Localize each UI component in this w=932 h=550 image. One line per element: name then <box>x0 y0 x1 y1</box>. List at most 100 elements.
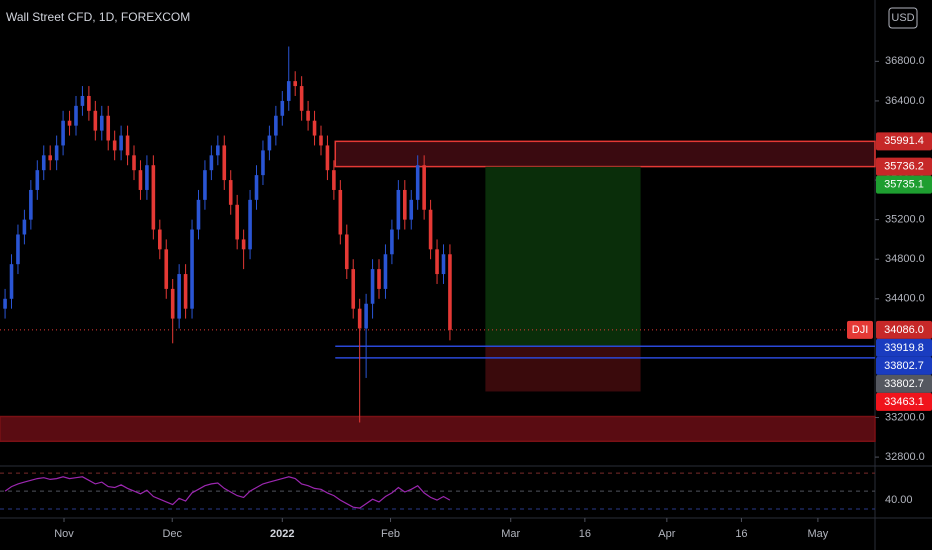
currency[interactable]: USD <box>891 12 914 24</box>
candle-body <box>203 170 207 200</box>
candle-body <box>170 288 175 319</box>
candle-body <box>177 274 181 319</box>
candle-body <box>241 239 246 250</box>
candle-body <box>319 135 323 146</box>
candle-body <box>377 269 381 289</box>
chart-title: Wall Street CFD, 1D, FOREXCOM <box>6 10 190 24</box>
price-label-bg <box>876 175 932 194</box>
candle-body <box>183 274 188 309</box>
candle-body <box>286 81 291 101</box>
candle-body <box>428 209 433 250</box>
rsi-value-label: 40.00 <box>885 494 913 506</box>
candle-body <box>441 254 446 275</box>
candle-body <box>338 189 343 235</box>
candle-body <box>396 189 401 230</box>
y-tick-label: 36800.0 <box>885 55 925 67</box>
candle-body <box>125 135 130 156</box>
x-tick-label: May <box>808 528 829 540</box>
candle-body <box>403 189 407 220</box>
zone <box>334 140 876 168</box>
candle-body <box>132 155 136 171</box>
price-label: 33919.8 <box>884 342 924 354</box>
candle-body <box>67 120 72 126</box>
x-tick-label: 16 <box>735 528 747 540</box>
candle-body <box>248 199 252 250</box>
candle-body <box>435 249 439 275</box>
symbol-tag: DJI <box>852 324 869 336</box>
position-loss <box>485 346 641 392</box>
x-tick-label: Dec <box>162 528 182 540</box>
candle-body <box>106 115 111 141</box>
x-tick-label: 2022 <box>270 528 294 540</box>
candle-body <box>61 120 65 146</box>
candle-body <box>119 135 123 151</box>
price-label-bg <box>876 157 932 176</box>
candle-body <box>29 189 33 220</box>
candle-body <box>448 254 452 330</box>
candle-body <box>93 110 98 131</box>
candle-body <box>254 175 259 200</box>
candle-body <box>35 170 40 190</box>
candle-body <box>306 110 310 121</box>
candle-body <box>422 165 426 210</box>
price-label: 35736.2 <box>884 160 924 172</box>
candle-body <box>112 140 117 151</box>
price-label: 35991.4 <box>884 135 924 147</box>
candle-body <box>209 155 214 171</box>
candle-body <box>364 303 368 329</box>
candle-body <box>158 229 162 250</box>
currency-button[interactable] <box>888 7 918 29</box>
candle-body <box>228 180 233 205</box>
y-tick-label: 34400.0 <box>885 293 925 305</box>
candle-body <box>22 219 27 235</box>
price-label-bg <box>876 374 932 393</box>
candle-body <box>409 199 414 220</box>
x-tick-label: Feb <box>381 528 400 540</box>
candle-body <box>274 115 278 136</box>
candle-body <box>325 145 330 171</box>
candle-body <box>235 204 239 240</box>
candle-body <box>415 165 420 200</box>
candle-body <box>390 229 394 255</box>
candle-body <box>99 115 104 131</box>
candle-body <box>164 249 169 289</box>
candle-body <box>351 269 356 309</box>
candle-body <box>3 298 7 309</box>
x-tick-label: 16 <box>579 528 591 540</box>
candle-body <box>190 229 194 309</box>
zone <box>0 415 876 443</box>
price-label-bg <box>876 132 932 151</box>
candle-body <box>293 81 297 87</box>
candle-body <box>222 145 227 181</box>
symbol-tag-bg <box>847 320 873 339</box>
price-label-bg <box>876 320 932 339</box>
y-tick-label: 34800.0 <box>885 253 925 265</box>
price-label: 33802.7 <box>884 360 924 372</box>
candle-body <box>41 155 46 171</box>
candle-body <box>145 165 149 190</box>
candle-body <box>280 100 285 116</box>
y-tick-label: 32800.0 <box>885 451 925 463</box>
price-label-bg <box>876 338 932 357</box>
candle-body <box>48 155 52 161</box>
candle-body <box>196 199 201 230</box>
price-label: 33463.1 <box>884 396 924 408</box>
price-label: 34086.0 <box>884 324 924 336</box>
candle-body <box>9 264 14 299</box>
candle-body <box>87 95 91 111</box>
candle-body <box>54 145 59 161</box>
candle-body <box>216 145 220 156</box>
candle-body <box>383 254 388 289</box>
price-label-bg <box>876 392 932 411</box>
x-tick-label: Nov <box>54 528 74 540</box>
candle-body <box>74 105 78 126</box>
price-label: 33802.7 <box>884 378 924 390</box>
y-tick-label: 35200.0 <box>885 214 925 226</box>
candle-body <box>312 120 317 136</box>
candle-body <box>80 95 85 106</box>
price-label-bg <box>876 356 932 375</box>
x-tick-label: Mar <box>501 528 520 540</box>
